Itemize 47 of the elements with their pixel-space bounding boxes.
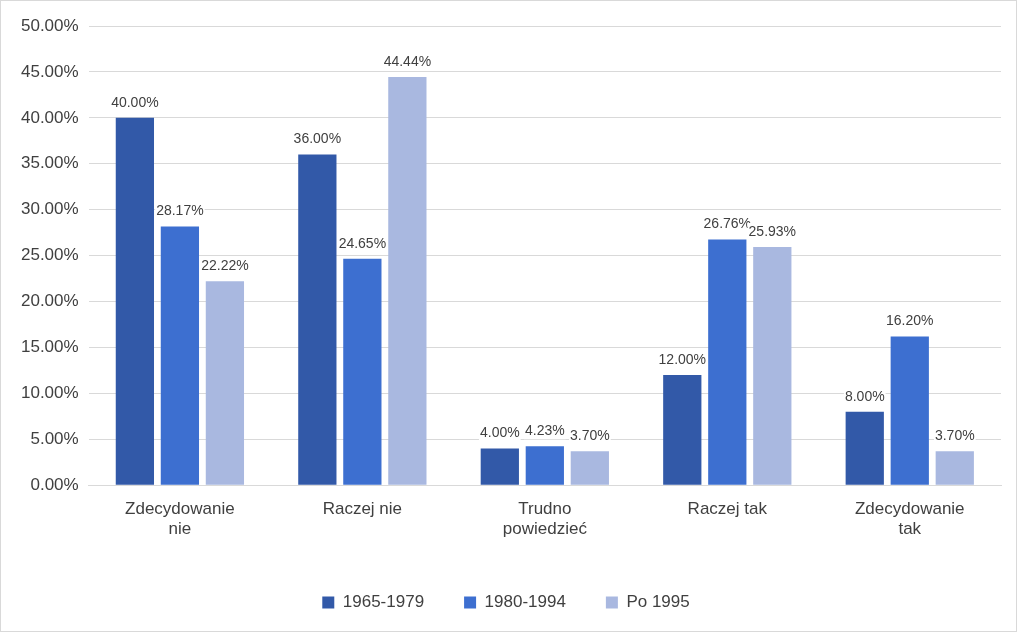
bar: [525, 446, 564, 485]
bar: [343, 258, 382, 485]
bar: [115, 117, 155, 485]
x-tick-label: Raczej tak: [687, 499, 768, 519]
bar: [708, 239, 747, 485]
data-label: 28.17%: [156, 202, 204, 219]
data-label: 12.00%: [658, 350, 707, 367]
y-tick-label: 25.00%: [20, 245, 79, 265]
legend-label: Po 1995: [626, 592, 690, 612]
data-label: 4.00%: [479, 424, 520, 441]
y-tick-label: 10.00%: [20, 383, 79, 403]
bar: [570, 451, 609, 485]
x-tick-label: Zdecydowanie tak: [854, 499, 965, 539]
data-label: 4.23%: [524, 422, 565, 439]
bar: [480, 448, 519, 485]
legend-label: 1965-1979: [342, 592, 425, 612]
legend-label: 1980-1994: [484, 592, 566, 612]
x-tick-label: Raczej nie: [322, 499, 403, 519]
data-label: 22.22%: [201, 256, 249, 273]
y-tick-label: 20.00%: [20, 291, 79, 311]
x-tick-label: Zdecydowanie nie: [125, 499, 235, 539]
bar: [388, 77, 427, 485]
bar: [845, 411, 884, 485]
bar: [890, 336, 929, 485]
bar: [298, 154, 337, 485]
bar: [205, 281, 245, 485]
y-tick-label: 45.00%: [20, 61, 79, 81]
data-label: 3.70%: [569, 427, 610, 444]
data-label: 24.65%: [338, 234, 387, 251]
y-tick-label: 50.00%: [20, 15, 79, 35]
x-tick-label: Trudno powiedzieć: [502, 499, 588, 539]
data-label: 44.44%: [383, 52, 432, 69]
y-tick-label: 15.00%: [20, 337, 79, 357]
data-label: 8.00%: [844, 387, 885, 404]
data-label: 36.00%: [293, 130, 342, 147]
bar: [160, 226, 200, 485]
y-tick-label: 5.00%: [30, 428, 79, 448]
bar: [663, 374, 702, 485]
bar: [753, 247, 792, 485]
y-tick-label: 0.00%: [30, 474, 79, 494]
y-tick-label: 30.00%: [20, 199, 79, 219]
bar: [935, 451, 974, 485]
data-label: 16.20%: [886, 312, 934, 329]
y-tick-label: 40.00%: [20, 107, 79, 127]
data-label: 3.70%: [934, 427, 975, 444]
data-label: 40.00%: [111, 93, 159, 110]
y-tick-label: 35.00%: [20, 153, 79, 173]
